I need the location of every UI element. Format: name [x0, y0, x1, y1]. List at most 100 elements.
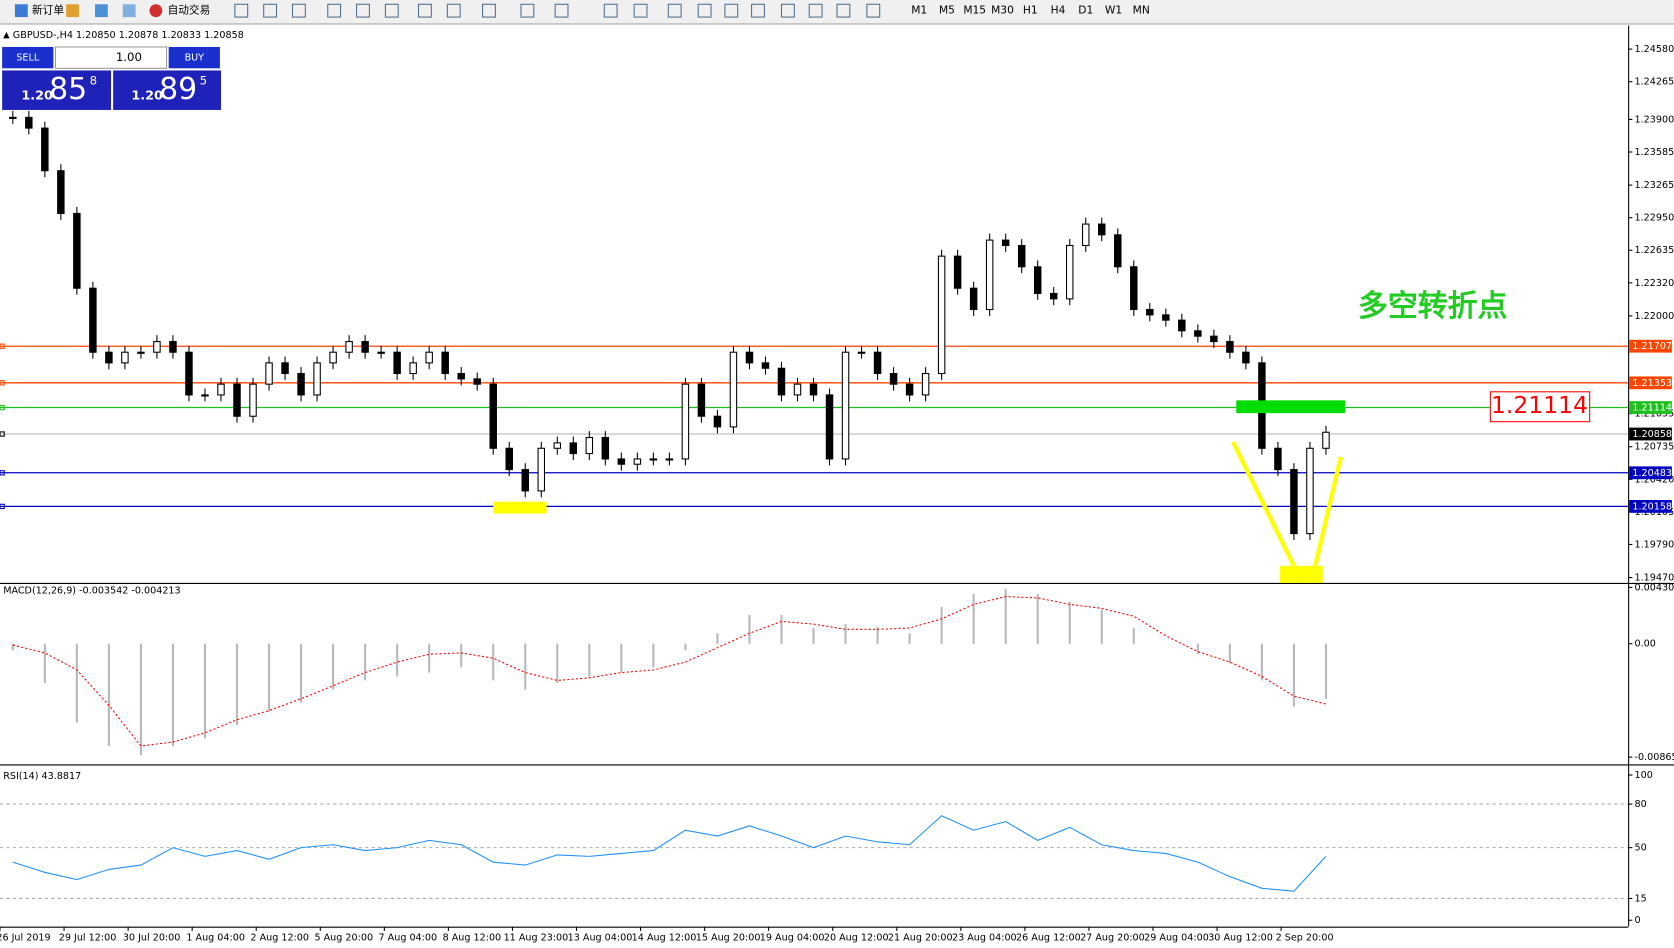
sell-big: 1.20: [21, 89, 53, 104]
sell-price-box[interactable]: [2, 70, 112, 110]
candle: [985, 239, 994, 311]
tool-button[interactable]: [234, 3, 249, 18]
x-tick-label: 7 Aug 04:00: [379, 932, 438, 943]
tool-button[interactable]: [808, 3, 823, 18]
rsi-label: RSI(14) 43.8817: [3, 771, 81, 782]
candle: [889, 372, 898, 385]
candle: [601, 436, 610, 460]
timeframe[interactable]: M15: [963, 4, 986, 17]
auto-trading[interactable]: 自动交易: [168, 4, 211, 17]
level-label: 1.20858: [1632, 429, 1672, 440]
candle: [41, 127, 49, 172]
candle: [713, 415, 722, 428]
tool-button[interactable]: [603, 3, 618, 18]
y-tick-label: 1.22635: [1634, 245, 1674, 256]
x-tick-label: 8 Aug 12:00: [443, 932, 502, 943]
tool-button[interactable]: [384, 3, 399, 18]
buy-label[interactable]: BUY: [185, 53, 205, 64]
x-tick-label: 30 Aug 12:00: [1208, 932, 1273, 943]
green-zone: [1236, 400, 1346, 414]
auto-trading-icon[interactable]: [149, 4, 163, 18]
timeframe[interactable]: M1: [911, 4, 927, 17]
candle: [521, 469, 529, 492]
tool-button[interactable]: [263, 3, 278, 18]
y-tick-label: 1.23585: [1634, 147, 1674, 158]
y-tick-label: 15: [1634, 893, 1646, 904]
candle: [617, 458, 626, 465]
tool-button[interactable]: [780, 3, 795, 18]
buy-price-box[interactable]: [113, 70, 221, 110]
timeframe[interactable]: M5: [939, 4, 955, 17]
x-tick-label: 21 Aug 20:00: [888, 932, 953, 943]
candle: [137, 351, 145, 354]
macd-label: MACD(12,26,9) -0.003542 -0.004213: [3, 585, 180, 596]
x-tick-label: 11 Aug 23:00: [504, 932, 569, 943]
level-marker: [0, 380, 5, 386]
candle: [969, 287, 978, 311]
plot: 1.24580 1.24265 1.23900 1.23585 1.23265 1.229…: [0, 44, 1674, 943]
timeframe[interactable]: W1: [1105, 4, 1122, 17]
tool-button[interactable]: [482, 3, 496, 18]
tool-button[interactable]: [417, 3, 432, 18]
candle: [1194, 330, 1202, 337]
y-tick-label: 1.20420: [1634, 474, 1674, 485]
timeframe[interactable]: M30: [991, 4, 1014, 17]
candle: [857, 351, 866, 354]
candle: [121, 351, 129, 364]
level-marker: [0, 470, 5, 476]
candle: [233, 383, 241, 417]
candle: [57, 170, 65, 214]
tool-button[interactable]: [327, 3, 342, 18]
level-label: 1.20483: [1632, 468, 1672, 479]
y-tick-label: 100: [1634, 770, 1652, 781]
candle: [793, 383, 802, 396]
candle: [1226, 341, 1234, 353]
candle: [1290, 469, 1298, 535]
sell-button[interactable]: [2, 46, 54, 69]
tool-button[interactable]: [633, 3, 648, 18]
candle: [9, 116, 17, 119]
timeframe[interactable]: H1: [1023, 4, 1038, 17]
candle: [681, 383, 690, 460]
candle: [169, 341, 177, 353]
candle: [665, 458, 674, 461]
tool-button[interactable]: [291, 3, 306, 18]
tool-button[interactable]: [356, 3, 370, 18]
new-order[interactable]: 新订单: [32, 4, 64, 17]
candle: [329, 351, 337, 364]
sell-label[interactable]: SELL: [16, 53, 39, 64]
candle: [697, 383, 706, 417]
candle: [1017, 244, 1026, 268]
timeframe[interactable]: H4: [1051, 4, 1066, 17]
tool-button[interactable]: [554, 3, 569, 18]
tool-icon[interactable]: [95, 4, 108, 18]
tool-button[interactable]: [751, 3, 765, 18]
tool-button[interactable]: [836, 3, 851, 18]
lot-input[interactable]: [54, 46, 168, 69]
tool-icon[interactable]: [66, 4, 80, 18]
annotation: 多空转折点: [1358, 289, 1508, 324]
timeframe[interactable]: MN: [1133, 4, 1150, 17]
candle: [1114, 234, 1122, 268]
tool-button[interactable]: [724, 3, 739, 18]
tool-button[interactable]: [520, 3, 535, 18]
candle: [569, 442, 578, 455]
candle: [361, 341, 369, 353]
new-order-icon[interactable]: [14, 4, 28, 18]
y-tick-label: 1.19470: [1634, 573, 1674, 584]
tool-button[interactable]: [667, 3, 682, 18]
tool-button[interactable]: [866, 3, 881, 18]
tool-button[interactable]: [697, 3, 712, 18]
x-tick-label: 29 Aug 04:00: [1144, 932, 1209, 943]
buy-button[interactable]: [168, 46, 220, 69]
candle: [377, 351, 385, 354]
candle: [953, 255, 962, 289]
x-tick-label: 1 Aug 04:00: [186, 932, 245, 943]
tool-button[interactable]: [446, 3, 461, 18]
x-tick-label: 14 Aug 12:00: [632, 932, 697, 943]
timeframe[interactable]: D1: [1078, 4, 1093, 17]
tool-icon[interactable]: [122, 4, 136, 18]
buy-pips: 89: [159, 72, 197, 107]
lot-value[interactable]: 1.00: [116, 50, 142, 64]
